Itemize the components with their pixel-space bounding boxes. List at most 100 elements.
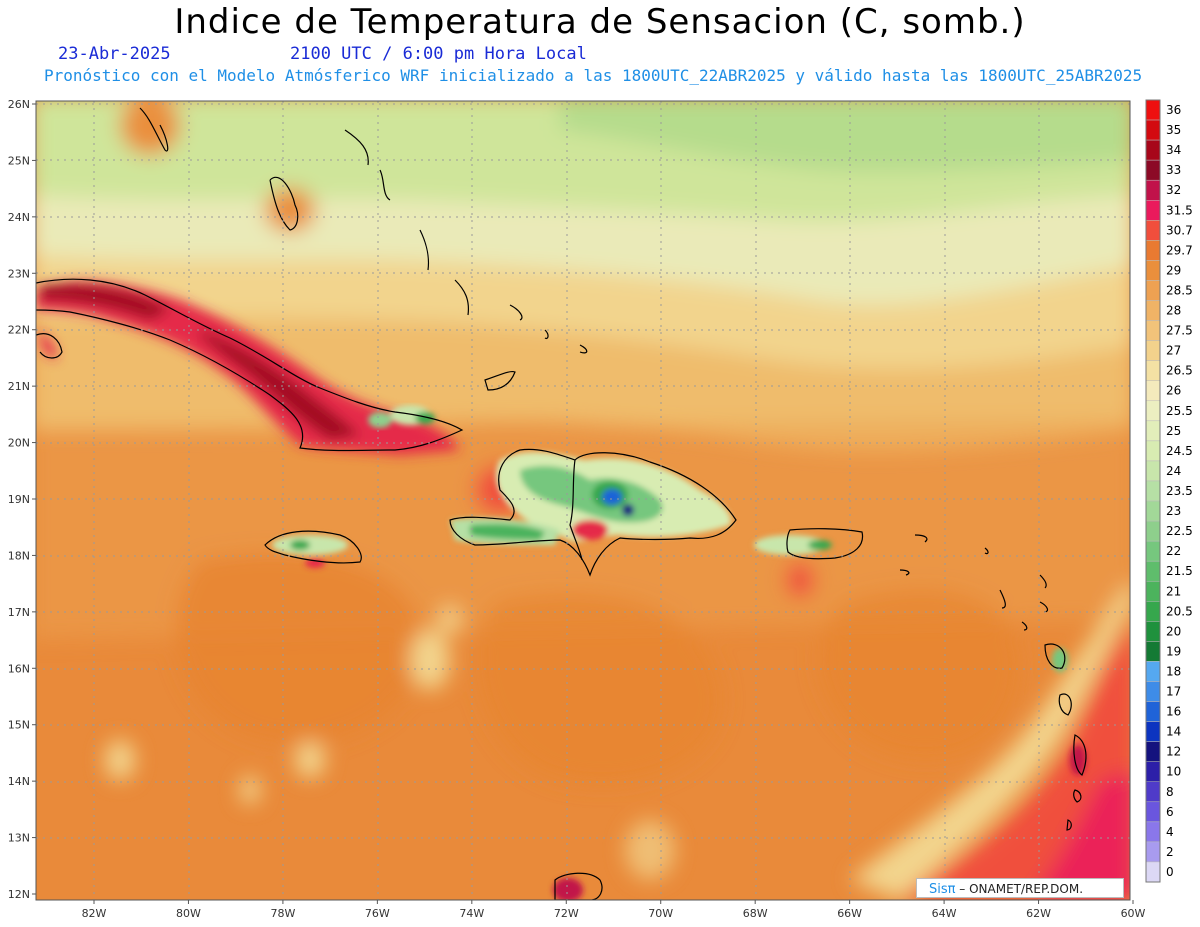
colorbar-label: 22 <box>1166 544 1181 558</box>
lon-tick-label: 62W <box>1026 907 1051 920</box>
lon-tick-label: 68W <box>743 907 768 920</box>
colorbar-swatch <box>1145 841 1161 863</box>
colorbar-swatch <box>1145 520 1161 542</box>
colorbar-swatch <box>1145 681 1161 702</box>
lon-tick-label: 72W <box>554 907 579 920</box>
sispi-logo: Sisπ <box>929 882 956 897</box>
colorbar-label: 20 <box>1166 624 1181 638</box>
lat-tick-label: 12N <box>8 888 30 901</box>
lon-tick-label: 60W <box>1121 907 1146 920</box>
colorbar-label: 24 <box>1166 464 1181 478</box>
grid-lines <box>36 101 1130 900</box>
colorbar-swatch <box>1145 139 1161 161</box>
colorbar-label: 12 <box>1166 745 1181 759</box>
lon-tick-label: 64W <box>932 907 957 920</box>
lon-tick-label: 82W <box>82 907 107 920</box>
colorbar-label: 32 <box>1166 183 1181 197</box>
colorbar-label: 27.5 <box>1166 324 1193 338</box>
lon-tick-label: 70W <box>648 907 673 920</box>
colorbar-label: 8 <box>1166 785 1174 799</box>
colorbar-swatch <box>1145 360 1161 381</box>
colorbar-label: 31.5 <box>1166 203 1193 217</box>
colorbar-swatch <box>1145 200 1161 221</box>
colorbar-label: 22.5 <box>1166 524 1193 538</box>
colorbar-swatch <box>1145 741 1161 762</box>
colorbar-swatch <box>1145 801 1161 823</box>
colorbar-label: 26.5 <box>1166 364 1193 378</box>
colorbar-label: 33 <box>1166 163 1181 177</box>
lat-tick-label: 18N <box>8 549 30 562</box>
lat-tick-label: 23N <box>8 267 30 280</box>
colorbar-swatch <box>1145 721 1161 742</box>
lon-tick-label: 66W <box>837 907 862 920</box>
colorbar-swatch <box>1145 340 1161 361</box>
map-title: Indice de Temperatura de Sensacion (C, s… <box>174 2 1026 42</box>
colorbar-swatch <box>1145 300 1161 321</box>
forecast-description: Pronóstico con el Modelo Atmósferico WRF… <box>44 66 1143 85</box>
colorbar-label: 25.5 <box>1166 404 1193 418</box>
colorbar-label: 28 <box>1166 304 1181 318</box>
credit-text: – ONAMET/REP.DOM. <box>959 882 1084 896</box>
colorbar-label: 18 <box>1166 664 1181 678</box>
colorbar-label: 28.5 <box>1166 283 1193 297</box>
colorbar-label: 6 <box>1166 805 1174 819</box>
lat-tick-label: 19N <box>8 493 30 506</box>
longitude-axis: 82W 80W 78W 76W 74W 72W 70W 68W 66W 64W 62W 60W <box>82 900 1146 920</box>
colorbar-swatch <box>1145 781 1161 803</box>
colorbar-swatch <box>1145 179 1161 201</box>
heat-index-field <box>36 101 1130 900</box>
lat-tick-label: 24N <box>8 211 30 224</box>
colorbar-swatch <box>1145 220 1161 241</box>
colorbar-label: 14 <box>1166 725 1181 739</box>
latitude-axis: 26N 25N 24N 23N 22N 21N 20N 19N 18N 17N 16N 15N 14N 1… <box>8 98 36 901</box>
lat-tick-label: 16N <box>8 662 30 675</box>
colorbar-label: 27 <box>1166 344 1181 358</box>
plot-frame <box>35 100 1131 901</box>
colorbar-swatch <box>1145 621 1161 642</box>
colorbar-label: 35 <box>1166 123 1181 137</box>
lat-tick-label: 25N <box>8 154 30 167</box>
colorbar-swatch <box>1145 500 1161 522</box>
colorbar-swatch <box>1145 320 1161 341</box>
colorbar-label: 20.5 <box>1166 604 1193 618</box>
colorbar-swatch <box>1145 119 1161 141</box>
colorbar-swatch <box>1145 580 1161 602</box>
colorbar-swatch <box>1145 821 1161 843</box>
coastlines <box>36 107 1087 900</box>
colorbar-label: 24.5 <box>1166 444 1193 458</box>
colorbar-swatch <box>1145 661 1161 682</box>
colorbar-label: 29.7 <box>1166 243 1193 257</box>
colorbar-swatch <box>1145 240 1161 261</box>
colorbar-swatch <box>1145 480 1161 502</box>
lat-tick-label: 21N <box>8 380 30 393</box>
colorbar-swatch <box>1145 540 1161 562</box>
lat-tick-label: 13N <box>8 832 30 845</box>
colorbar-label: 16 <box>1166 705 1181 719</box>
colorbar-label: 23 <box>1166 504 1181 518</box>
colorbar-swatch <box>1145 280 1161 301</box>
colorbar-swatch <box>1145 380 1161 402</box>
lat-tick-label: 15N <box>8 719 30 732</box>
colorbar-frame <box>1145 99 1161 883</box>
colorbar-label: 34 <box>1166 143 1181 157</box>
colorbar-label: 30.7 <box>1166 223 1193 237</box>
credit-box: Sisπ – ONAMET/REP.DOM. <box>916 878 1124 898</box>
lat-tick-label: 14N <box>8 775 30 788</box>
colorbar-label: 36 <box>1166 103 1181 117</box>
colorbar-swatch <box>1145 701 1161 722</box>
valid-time: 2100 UTC / 6:00 pm Hora Local <box>290 44 587 64</box>
lon-tick-label: 80W <box>176 907 201 920</box>
colorbar-label: 26 <box>1166 384 1181 398</box>
lat-tick-label: 17N <box>8 606 30 619</box>
lon-tick-label: 78W <box>270 907 295 920</box>
colorbar-swatch <box>1145 99 1161 121</box>
colorbar-swatch <box>1145 260 1161 281</box>
colorbar-label: 21.5 <box>1166 564 1193 578</box>
colorbar-swatch <box>1145 560 1161 582</box>
valid-date: 23-Abr-2025 <box>58 44 171 64</box>
colorbar-swatch <box>1145 420 1161 442</box>
lat-tick-label: 26N <box>8 98 30 111</box>
colorbar-swatch <box>1145 601 1161 622</box>
colorbar-label: 4 <box>1166 825 1174 839</box>
